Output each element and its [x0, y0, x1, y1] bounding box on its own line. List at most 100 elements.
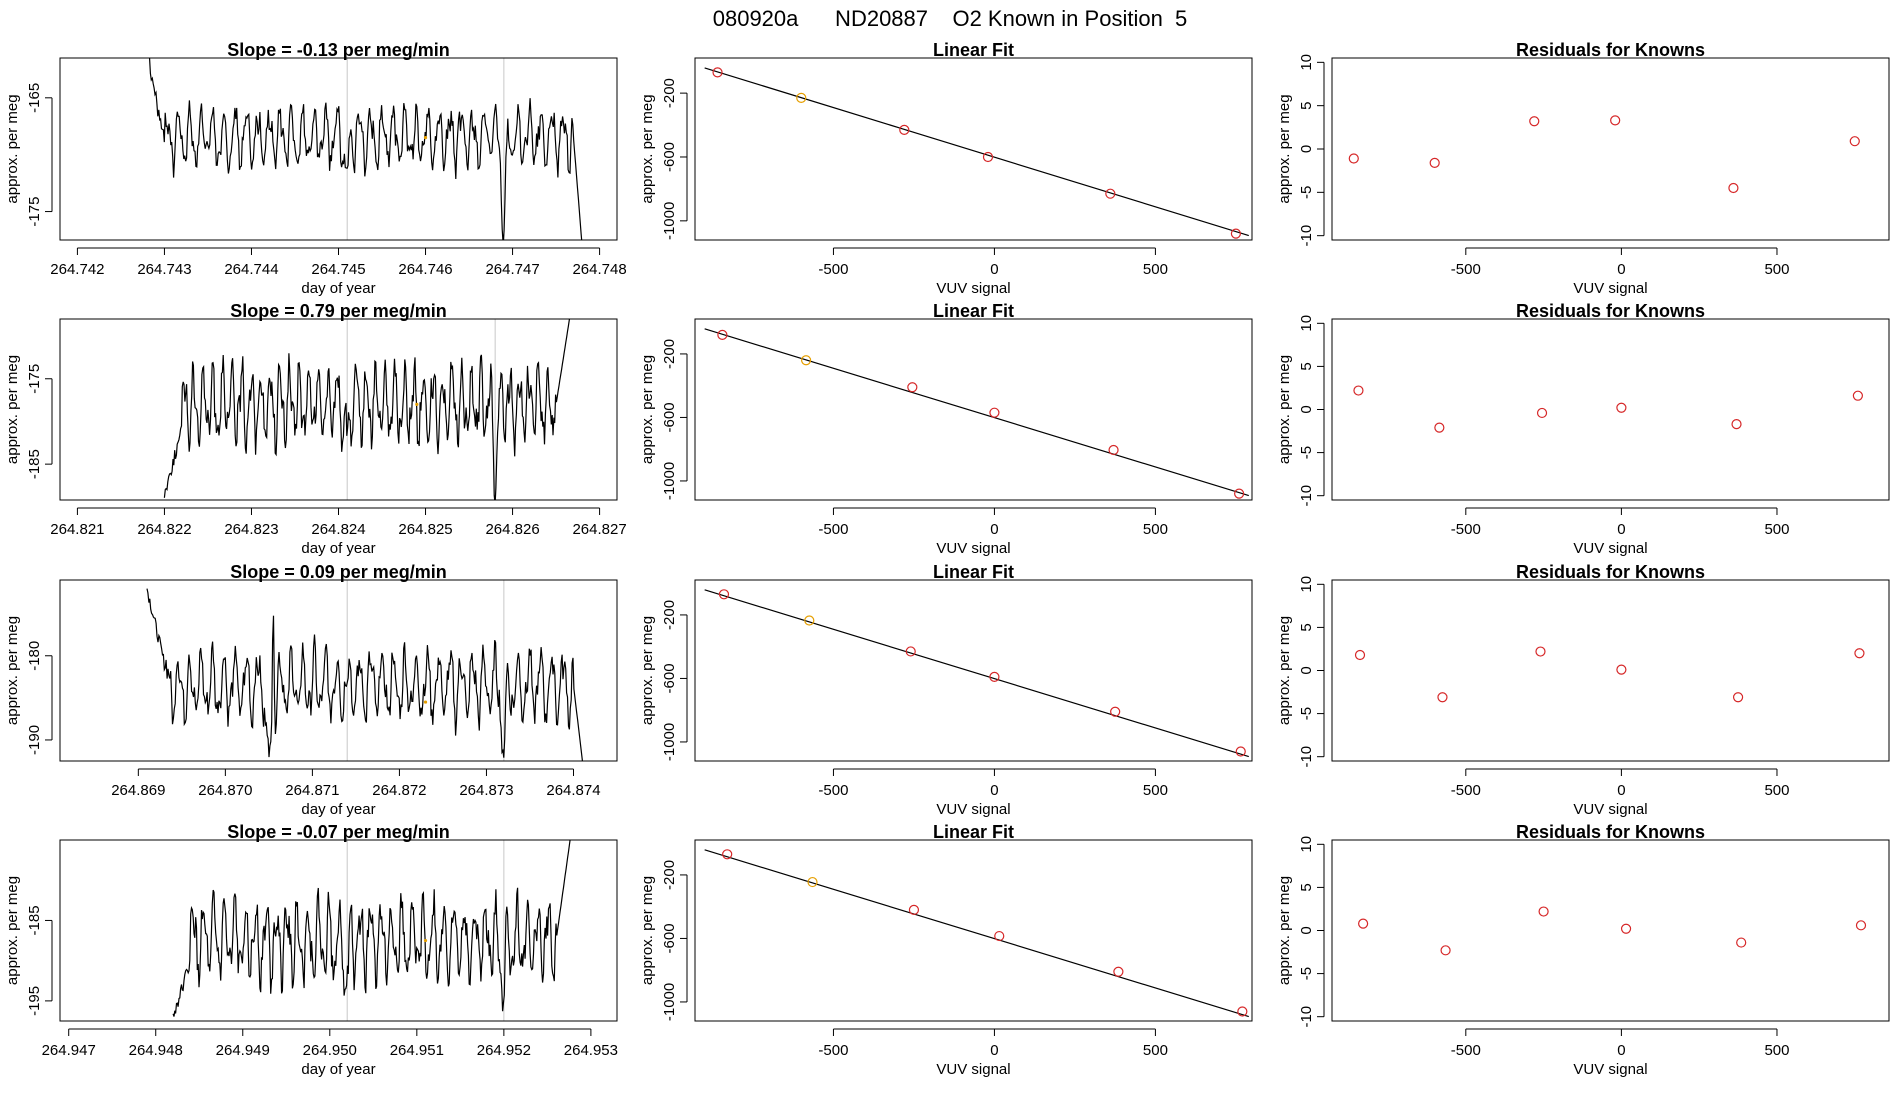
resid-r2-y-tick-label: 0: [1298, 405, 1315, 413]
resid-r2-y-tick-label: -5: [1298, 446, 1315, 459]
fit-r1-y-label: approx. per meg: [639, 94, 656, 203]
fit-r3-x-tick-label: 500: [1143, 782, 1168, 799]
resid-r2-y-label: approx. per meg: [1276, 355, 1293, 464]
time-r3-x-label: day of year: [301, 801, 375, 818]
time-r3-x-axis: 264.869 264.870 264.871 264.872 264.873 264.8…: [111, 768, 601, 799]
fit-r2-data-point: [907, 382, 918, 393]
time-r4-x-tick-label: 264.950: [303, 1042, 357, 1059]
fit-r3-y-axis: -200 -600 -1000: [661, 600, 688, 761]
fit-r4-data-point: [908, 904, 920, 915]
fit-r1-data-point: [899, 124, 910, 135]
resid-r4-x-tick-label: -500: [1451, 1042, 1481, 1059]
resid-r1-frame: [1331, 57, 1890, 241]
fit-r2-fit-line: [704, 328, 1249, 497]
resid-r3-y-tick-label: 0: [1298, 666, 1315, 674]
time-r3-frame: [59, 579, 618, 762]
resid-r4-y-tick-label: 5: [1298, 883, 1315, 891]
time-r2-x-tick-label: 264.825: [398, 521, 452, 538]
fit-r1-title: Linear Fit: [933, 40, 1014, 60]
fit-r4-data-point: [722, 849, 733, 860]
fit-r4-plot-area: [704, 849, 1249, 1018]
fit-r2-title: Linear Fit: [933, 301, 1014, 321]
resid-r3-residual-point: [1854, 648, 1865, 659]
resid-r1-plot-area: [1348, 115, 1860, 194]
resid-r4-residual-point: [1855, 920, 1867, 931]
resid-r1-y-tick-label: -10: [1298, 225, 1315, 247]
fit-r4-x-axis: -500 0 500: [818, 1028, 1168, 1059]
time-r2-x-tick-label: 264.821: [50, 521, 104, 538]
fit-r1-fit-line: [704, 67, 1249, 237]
resid-r2-plot-area: [1353, 385, 1863, 433]
resid-r4-x-tick-label: 0: [1617, 1042, 1625, 1059]
fit-r3-x-tick-label: 0: [990, 782, 998, 799]
resid-r2-x-tick-label: 0: [1617, 521, 1625, 538]
resid-r3-residual-point: [1535, 646, 1546, 657]
resid-r1-x-axis: -500 0 500: [1451, 247, 1789, 278]
time-r2-known-marker: [415, 402, 419, 406]
fit-r3-known-point: [804, 615, 815, 626]
resid-r1-residual-point: [1348, 153, 1359, 164]
fit-r1-x-label: VUV signal: [936, 280, 1010, 297]
resid-r1-residual-point: [1728, 182, 1739, 194]
fit-r2-y-axis: -200 -600 -1000: [661, 339, 688, 500]
resid-r3-x-tick-label: 0: [1617, 782, 1625, 799]
fit-r3-data-point: [989, 671, 1000, 682]
time-r4-x-tick-label: 264.947: [42, 1042, 96, 1059]
fit-r1-data-point: [1105, 188, 1116, 199]
time-r2-x-label: day of year: [301, 540, 375, 557]
resid-r2-frame: [1331, 318, 1890, 501]
resid-r2-residual-point: [1536, 407, 1548, 419]
resid-r2-residual-point: [1731, 419, 1742, 430]
time-r4-x-label: day of year: [301, 1061, 375, 1078]
time-r1-x-axis: 264.742 264.743 264.744 264.745 264.746 264.7…: [50, 247, 627, 278]
time-r4-x-tick-label: 264.952: [477, 1042, 531, 1059]
time-r3-known-marker: [423, 700, 428, 704]
time-r3-x-tick-label: 264.873: [459, 782, 513, 799]
resid-r1-residual-point: [1529, 116, 1540, 127]
time-r2-frame: [59, 318, 618, 501]
fit-r4-frame: [694, 839, 1253, 1022]
resid-r1-residual-point: [1849, 136, 1860, 147]
resid-r2-x-axis: -500 0 500: [1451, 507, 1789, 538]
resid-r1-x-tick-label: 0: [1617, 261, 1625, 278]
resid-r3-y-axis: 10 5 0 -5 -10: [1298, 576, 1325, 768]
fit-r1-x-tick-label: 0: [990, 261, 998, 278]
fit-r1-data-point: [1230, 228, 1242, 239]
fit-r3-title: Linear Fit: [933, 562, 1014, 582]
resid-r2-residual-point: [1852, 390, 1863, 401]
resid-r1-y-tick-label: 5: [1298, 101, 1315, 109]
fit-r2-x-tick-label: 0: [990, 521, 998, 538]
time-r4-y-tick-label: -185: [26, 905, 43, 935]
resid-r2-x-tick-label: 500: [1764, 521, 1789, 538]
fit-r3-plot-area: [704, 589, 1249, 758]
resid-r4-x-label: VUV signal: [1573, 1061, 1647, 1078]
fit-r2-x-tick-label: -500: [818, 521, 848, 538]
resid-r1-y-label: approx. per meg: [1276, 94, 1293, 203]
time-r1-x-tick-label: 264.742: [50, 261, 104, 278]
resid-r4-residual-point: [1736, 937, 1747, 948]
resid-r4-panel: Residuals for Knowns -500 0 500 VUV signal 10…: [1276, 822, 1890, 1078]
fit-r2-panel: Linear Fit -500 0 500 VUV signal -200 -600 -100…: [639, 301, 1253, 557]
fit-r3-data-point: [905, 646, 916, 657]
time-r1-y-axis: -165 -175: [26, 83, 53, 227]
fit-r3-x-label: VUV signal: [936, 801, 1010, 818]
resid-r3-y-label: approx. per meg: [1276, 616, 1293, 725]
fit-r4-y-tick-label: -200: [661, 860, 678, 890]
resid-r4-y-label: approx. per meg: [1276, 876, 1293, 985]
fit-r3-y-tick-label: -200: [661, 600, 678, 630]
fit-r2-known-point: [800, 355, 812, 366]
fit-r1-y-tick-label: -1000: [661, 202, 678, 240]
resid-r2-residual-point: [1434, 422, 1445, 433]
fit-r2-frame: [694, 318, 1253, 501]
resid-r4-residual-point: [1358, 918, 1369, 929]
time-r2-plot-area: [163, 319, 571, 500]
fit-r4-data-point: [1237, 1006, 1248, 1017]
fit-r4-x-tick-label: -500: [818, 1042, 848, 1059]
time-r3-y-tick-label: -180: [26, 641, 43, 671]
resid-r1-y-tick-label: 10: [1298, 54, 1315, 71]
time-r2-x-tick-label: 264.827: [572, 521, 626, 538]
fit-r4-y-label: approx. per meg: [639, 876, 656, 985]
fit-r1-data-point: [982, 151, 994, 163]
